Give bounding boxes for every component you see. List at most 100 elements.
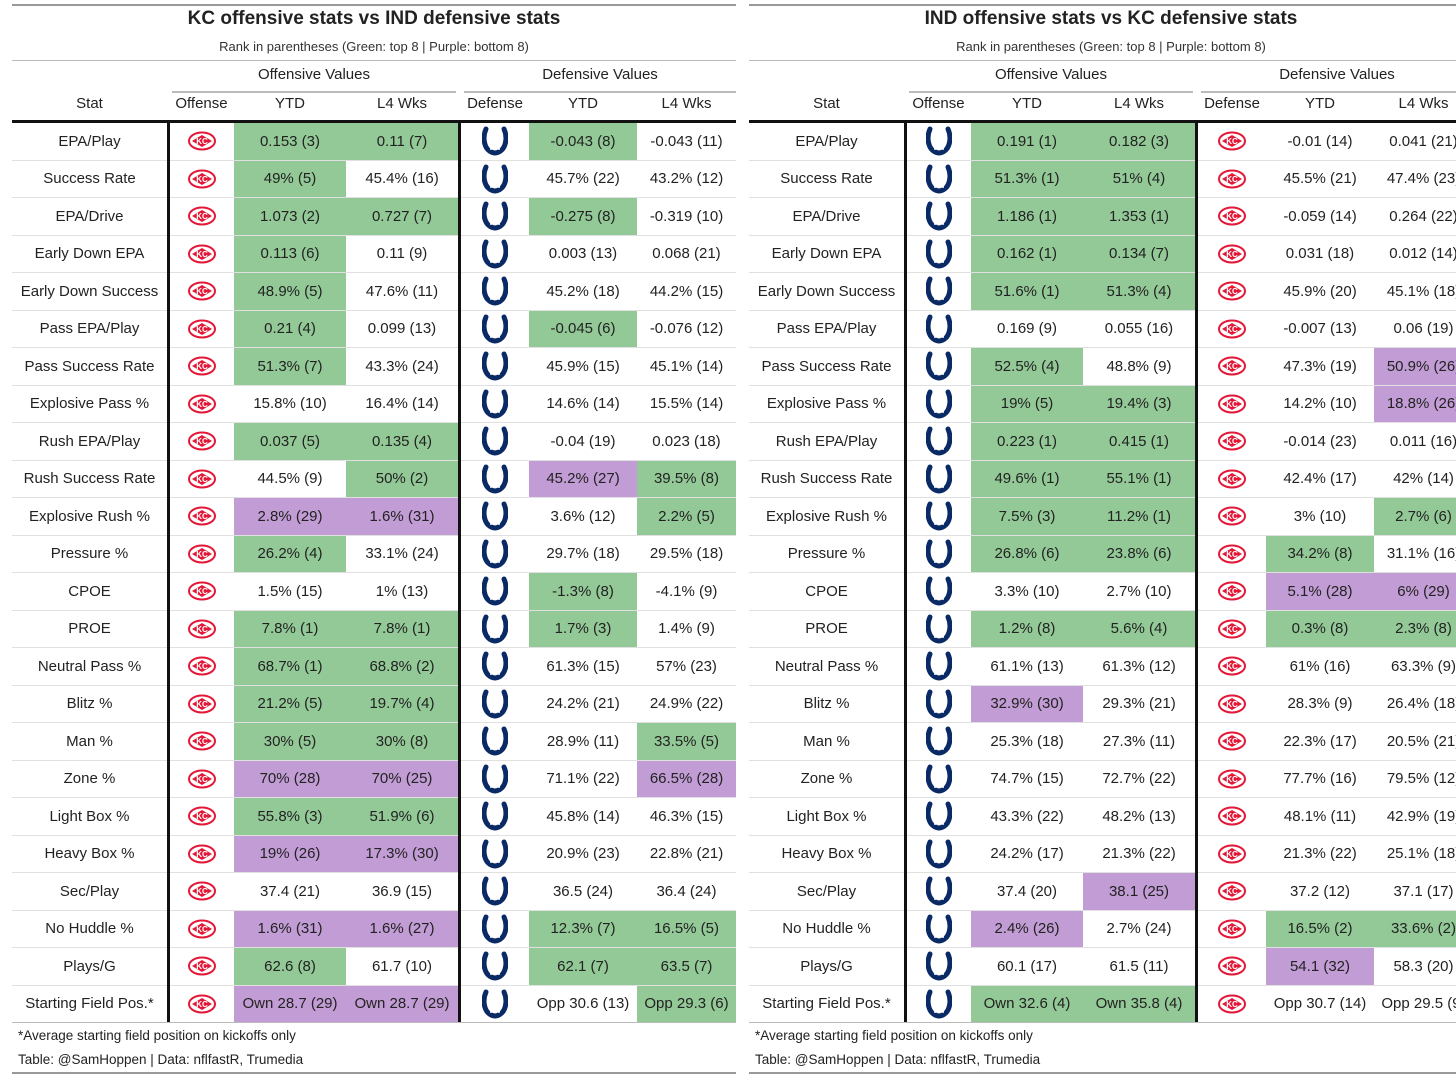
- def-l4-value: 6% (29): [1374, 573, 1456, 610]
- def-ytd-value: -0.01 (14): [1287, 132, 1353, 150]
- panel-subtitle: Rank in parentheses (Green: top 8 | Purp…: [219, 39, 529, 54]
- def-ytd-value: 12.3% (7): [529, 910, 637, 947]
- off-ytd-value: 0.21 (4): [234, 310, 346, 347]
- bottom-rule: [749, 1072, 1456, 1074]
- def-ytd-value: -0.04 (19): [550, 432, 616, 450]
- stat-name: Heavy Box %: [44, 845, 135, 863]
- table-row: No Huddle % KC 2.4% (26) 2.7% (24) 16.5% (2)…: [749, 910, 1456, 948]
- table-row: Sec/Play KC 37.4 (21) 36.9 (15) 36.5 (24) 36.…: [12, 873, 736, 911]
- stat-name: Explosive Pass %: [766, 395, 887, 413]
- chiefs-logo-icon: KC: [1198, 611, 1266, 648]
- stat-name: Explosive Rush %: [766, 507, 887, 525]
- colts-horseshoe-icon: [461, 348, 529, 385]
- colts-horseshoe-icon: [906, 948, 971, 985]
- def-l4-value: 16.5% (5): [637, 910, 736, 947]
- def-ytd-value: 61.3% (15): [546, 657, 620, 675]
- svg-text:KC: KC: [196, 250, 208, 259]
- def-l4-value: 0.068 (21): [652, 245, 721, 263]
- chiefs-logo-icon: KC: [1198, 873, 1266, 910]
- colts-horseshoe-icon: [461, 273, 529, 310]
- chiefs-logo-icon: KC: [169, 236, 234, 273]
- table-row: Pass Success Rate KC 52.5% (4) 48.8% (9) 47.…: [749, 348, 1456, 386]
- def-l4-value: 42% (14): [1393, 470, 1454, 488]
- chiefs-logo-icon: KC: [169, 723, 234, 760]
- def-l4-value: 39.5% (8): [637, 460, 736, 497]
- def-l4-value: 24.9% (22): [649, 695, 724, 713]
- stat-name: PROE: [805, 620, 848, 638]
- def-ytd-value: 71.1% (22): [546, 770, 620, 788]
- def-ytd-value: 14.6% (14): [546, 395, 620, 413]
- table-row: Early Down EPA KC 0.162 (1) 0.134 (7) 0.031 …: [749, 235, 1456, 273]
- def-l4-value: 26.4% (18): [1386, 695, 1456, 713]
- chiefs-logo-icon: KC: [169, 873, 234, 910]
- off-l4-value: 11.2% (1): [1083, 498, 1195, 535]
- off-ytd-value: 0.153 (3): [234, 123, 346, 160]
- stat-name: Light Box %: [786, 807, 867, 825]
- svg-text:KC: KC: [196, 662, 208, 671]
- off-ytd-value: 61.1% (13): [990, 657, 1064, 675]
- off-l4-value: 1% (13): [375, 582, 429, 600]
- svg-text:KC: KC: [1226, 737, 1238, 746]
- svg-text:KC: KC: [196, 512, 208, 521]
- svg-text:KC: KC: [196, 325, 208, 334]
- table-row: Light Box % KC 55.8% (3) 51.9% (6) 45.8% (14…: [12, 798, 736, 836]
- off-ytd-value: 24.2% (17): [990, 845, 1064, 863]
- def-ytd-value: 28.9% (11): [546, 732, 620, 750]
- colts-horseshoe-icon: [906, 986, 971, 1023]
- svg-text:KC: KC: [1226, 925, 1238, 934]
- off-l4-value: 68.8% (2): [346, 648, 458, 685]
- defensive-values-group: Defensive Values: [1201, 66, 1456, 93]
- chiefs-logo-icon: KC: [169, 986, 234, 1023]
- chiefs-logo-icon: KC: [169, 573, 234, 610]
- table-row: Pass EPA/Play KC 0.21 (4) 0.099 (13) -0.045 …: [12, 310, 736, 348]
- colts-horseshoe-icon: [906, 536, 971, 573]
- off-l4-value: 72.7% (22): [1102, 770, 1176, 788]
- svg-text:KC: KC: [196, 475, 208, 484]
- stat-name: Explosive Pass %: [29, 395, 150, 413]
- stat-name: Starting Field Pos.*: [762, 995, 891, 1013]
- colts-horseshoe-icon: [906, 273, 971, 310]
- def-ytd-value: 61% (16): [1289, 657, 1351, 675]
- stat-name: Rush Success Rate: [23, 470, 156, 488]
- col-header-def-l4: L4 Wks: [1398, 95, 1449, 112]
- chiefs-logo-icon: KC: [169, 836, 234, 873]
- off-l4-value: 0.135 (4): [346, 423, 458, 460]
- stats-table: EPA/Play KC 0.153 (3) 0.11 (7) -0.043 (8) -0.…: [12, 123, 736, 1023]
- off-l4-value: 55.1% (1): [1083, 460, 1195, 497]
- off-ytd-value: 0.162 (1): [971, 235, 1083, 272]
- def-ytd-value: 20.9% (23): [546, 845, 620, 863]
- def-l4-value: 0.011 (16): [1389, 432, 1456, 450]
- def-ytd-value: -0.007 (13): [1283, 320, 1357, 338]
- off-l4-value: 21.3% (22): [1102, 845, 1176, 863]
- header-rule: [12, 60, 736, 61]
- off-ytd-value: 37.4 (20): [996, 882, 1058, 900]
- off-l4-value: 43.3% (24): [365, 357, 439, 375]
- off-ytd-value: 7.8% (1): [234, 610, 346, 647]
- chiefs-logo-icon: KC: [169, 761, 234, 798]
- colts-horseshoe-icon: [906, 873, 971, 910]
- def-ytd-value: 3.6% (12): [550, 507, 616, 525]
- col-header-def-l4: L4 Wks: [661, 95, 712, 112]
- def-ytd-value: -0.043 (8): [529, 123, 637, 160]
- stat-name: Pass EPA/Play: [39, 320, 140, 338]
- table-row: Pressure % KC 26.8% (6) 23.8% (6) 34.2% (8) 3…: [749, 535, 1456, 573]
- col-header-off-ytd: YTD: [275, 95, 305, 112]
- off-ytd-value: 48.9% (5): [234, 273, 346, 310]
- chiefs-logo-icon: KC: [169, 348, 234, 385]
- off-l4-value: 51.9% (6): [346, 798, 458, 835]
- def-l4-value: 63.5 (7): [637, 948, 736, 985]
- colts-horseshoe-icon: [906, 798, 971, 835]
- def-l4-value: 22.8% (21): [649, 845, 724, 863]
- svg-text:KC: KC: [196, 925, 208, 934]
- def-l4-value: 1.4% (9): [658, 620, 715, 638]
- svg-text:KC: KC: [1226, 700, 1238, 709]
- stat-name: Light Box %: [49, 807, 130, 825]
- colts-horseshoe-icon: [461, 236, 529, 273]
- svg-text:KC: KC: [1226, 250, 1238, 259]
- off-ytd-value: 44.5% (9): [257, 470, 323, 488]
- svg-text:KC: KC: [1226, 362, 1238, 371]
- def-ytd-value: 1.7% (3): [529, 610, 637, 647]
- def-ytd-value: 45.9% (20): [1283, 282, 1357, 300]
- def-ytd-value: 42.4% (17): [1283, 470, 1357, 488]
- chiefs-logo-icon: KC: [1198, 311, 1266, 348]
